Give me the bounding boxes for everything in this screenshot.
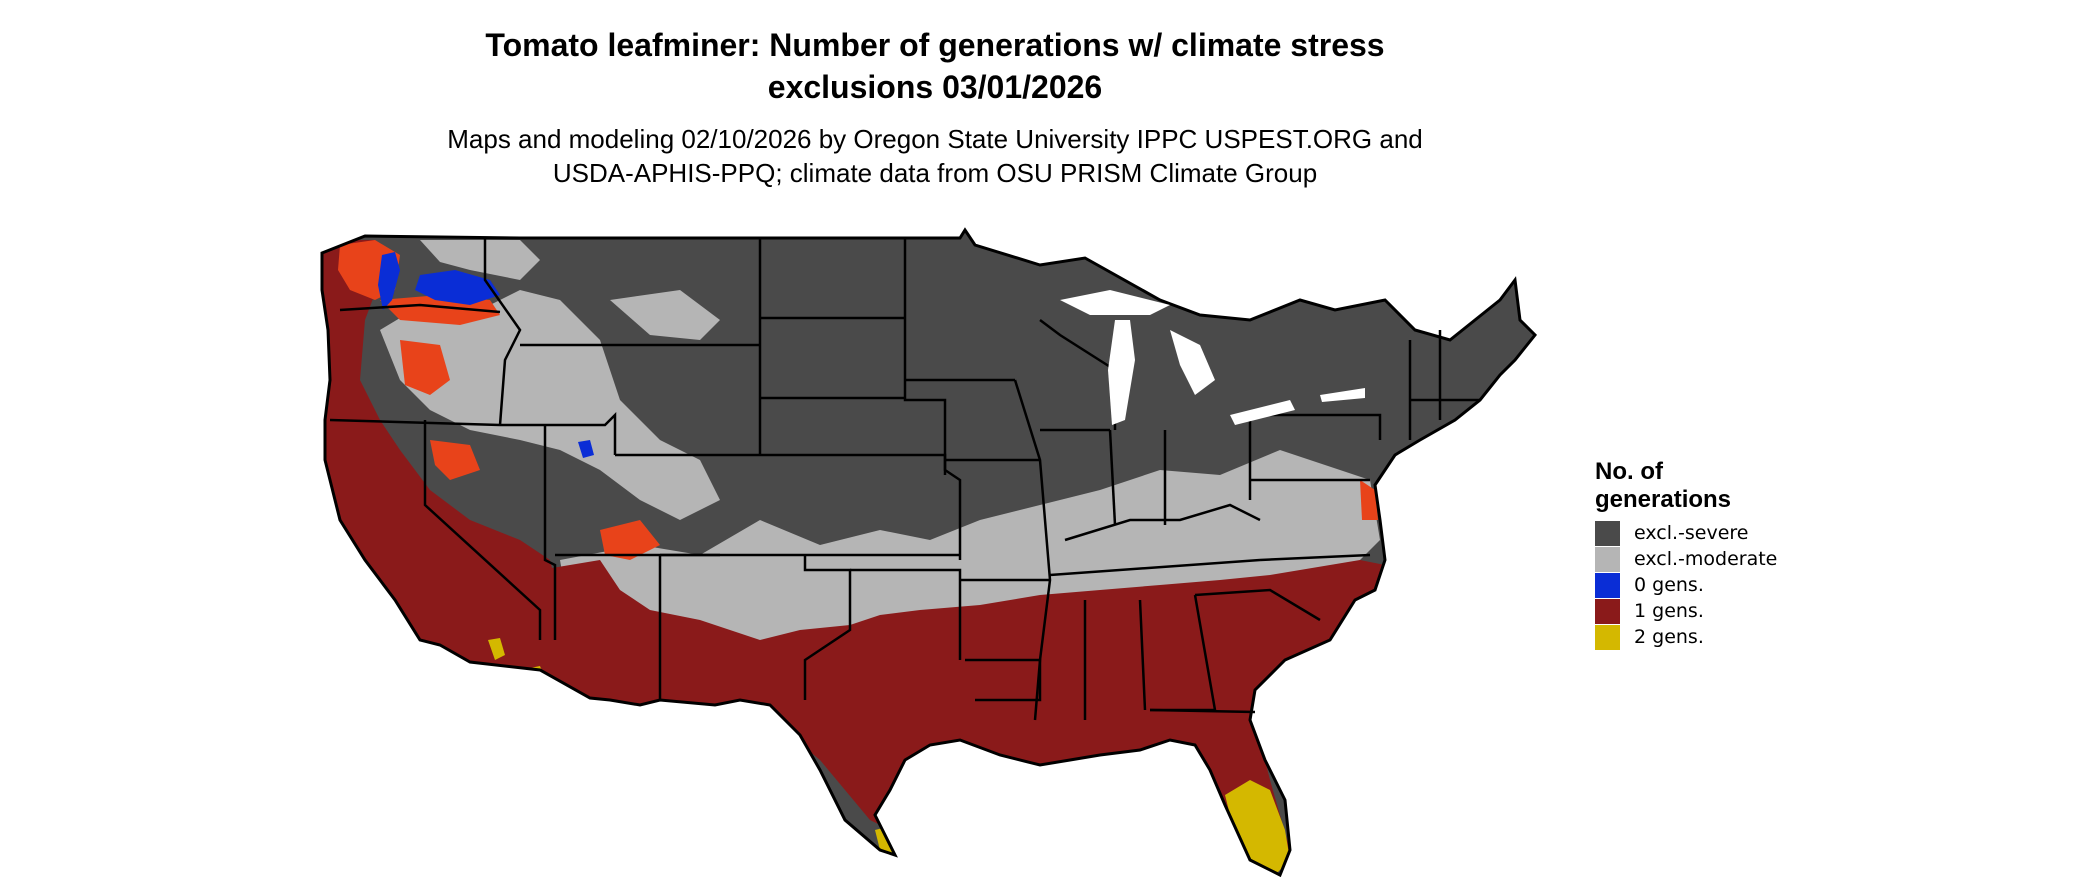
- border-nm-tx: [803, 555, 852, 700]
- legend-swatch: [1595, 546, 1620, 572]
- us-generations-map: [320, 227, 1538, 878]
- legend-item: 2 gens.: [1595, 624, 1855, 650]
- legend-item: excl.-moderate: [1595, 546, 1855, 572]
- zone-excl-moderate-plains: [610, 290, 720, 340]
- great-lakes: [1060, 290, 1365, 425]
- border-ms-al: [1083, 599, 1147, 720]
- border-ar-la: [965, 658, 1042, 702]
- border-pa-ny: [1250, 413, 1382, 440]
- zone-0-gen-idaho: [578, 440, 594, 458]
- us-outline: [320, 227, 1538, 878]
- legend-label: 2 gens.: [1634, 626, 1704, 648]
- map-subtitle-line1: Maps and modeling 02/10/2026 by Oregon S…: [447, 124, 1423, 154]
- border-dakotas: [758, 238, 905, 455]
- border-nv-ut: [543, 425, 557, 640]
- border-nc-sc: [1194, 588, 1321, 622]
- legend-swatch: [1595, 598, 1620, 624]
- legend-items: excl.-severe excl.-moderate 0 gens. 1 gens.…: [1595, 520, 1855, 650]
- legend-label: excl.-moderate: [1634, 548, 1778, 570]
- border-ga-fl: [1149, 708, 1256, 714]
- map-subtitle-line2: USDA-APHIS-PPQ; climate data from OSU PR…: [552, 158, 1318, 188]
- border-wa-or: [339, 303, 501, 314]
- legend-swatch: [1595, 520, 1620, 546]
- zone-excl-moderate-band: [560, 450, 1380, 665]
- map-subtitle: Maps and modeling 02/10/2026 by Oregon S…: [0, 122, 1870, 190]
- zone-0-gen-washington: [415, 270, 500, 305]
- zone-0-gen-cascades: [378, 252, 400, 310]
- map-title-line2: exclusions 03/01/2026: [767, 69, 1103, 105]
- legend-title: No. of generations: [1595, 458, 1732, 513]
- legend-item: 0 gens.: [1595, 572, 1855, 598]
- map-title-line1: Tomato leafminer: Number of generations …: [485, 27, 1385, 63]
- zone-1-gen-delmarva-bright: [1360, 480, 1378, 520]
- lake-michigan: [1108, 320, 1135, 425]
- legend-item: excl.-severe: [1595, 520, 1855, 546]
- border-ok-tx: [850, 568, 962, 660]
- map-title: Tomato leafminer: Number of generations …: [0, 24, 1870, 108]
- zone-excl-moderate-west: [380, 290, 720, 520]
- zone-1-gen-nevada-bright: [600, 520, 660, 560]
- zone-excl-moderate-north: [420, 240, 540, 280]
- legend-label: excl.-severe: [1634, 522, 1749, 544]
- lake-erie: [1230, 400, 1295, 425]
- zone-2-gen-florida: [1225, 780, 1290, 875]
- border-ms-river: [1013, 379, 1052, 721]
- border-ca-nv: [423, 420, 542, 640]
- legend-item: 1 gens.: [1595, 598, 1855, 624]
- legend-swatch: [1595, 572, 1620, 598]
- zone-2-gen-california: [488, 638, 505, 660]
- border-or-ca: [329, 418, 501, 427]
- map-legend: No. of generations excl.-severe excl.-mod…: [1595, 458, 1855, 650]
- lake-ontario: [1320, 388, 1365, 402]
- zone-0-gen-maine: [1485, 428, 1498, 444]
- legend-label: 1 gens.: [1634, 600, 1704, 622]
- border-il-in: [1108, 429, 1117, 526]
- border-new-england: [1408, 330, 1480, 440]
- legend-swatch: [1595, 624, 1620, 650]
- zone-1-gen-idaho-bright: [400, 340, 450, 395]
- state-borders: [329, 238, 1480, 721]
- border-ky-tn: [1049, 558, 1261, 577]
- border-plains-east: [903, 238, 962, 560]
- border-va-nc: [1259, 553, 1371, 562]
- border-id-ut-wy: [500, 411, 617, 455]
- lake-superior: [1060, 290, 1170, 315]
- border-id-west: [483, 238, 522, 426]
- border-ne-ks: [805, 453, 947, 475]
- legend-label: 0 gens.: [1634, 574, 1704, 596]
- lake-huron: [1170, 330, 1215, 395]
- border-ky-north: [1064, 503, 1261, 542]
- zone-1-gen-utah-bright: [430, 440, 480, 480]
